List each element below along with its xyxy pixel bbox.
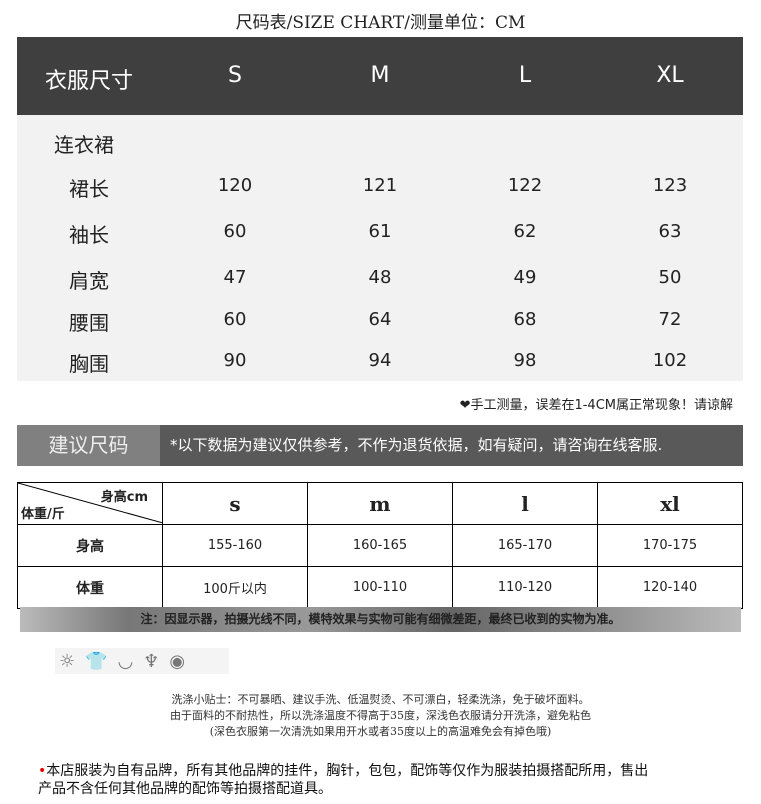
size-value: 90 <box>223 350 247 371</box>
corner-cell: 身高cm 体重/斤 <box>17 482 163 525</box>
size-value: 121 <box>362 175 398 196</box>
cell: 170-175 <box>597 524 743 567</box>
size-value: 50 <box>658 267 682 288</box>
care-tip: 由于面料的不耐热性，所以洗涤温度不得高于35度，深浅色衣服请分开洗涤，避免粘色 <box>170 709 591 722</box>
sun-icon: ☼ <box>59 650 76 672</box>
banner-text: *以下数据为建议仅供参考，不作为退货依据，如有疑问，请咨询在线客服. <box>160 425 743 466</box>
cell: 100-110 <box>307 566 453 609</box>
care-icons: ☼ 👕 ◡ ♆ ◉ <box>55 648 229 674</box>
size-value: 60 <box>223 309 247 330</box>
size-value: 102 <box>652 350 688 371</box>
size-value: 122 <box>507 175 543 196</box>
cell: 110-120 <box>452 566 598 609</box>
table-row: 身高 155-160 160-165 165-170 170-175 <box>17 524 743 567</box>
page-title: 尺码表/SIZE CHART/测量单位：CM <box>235 13 526 33</box>
cell: 160-165 <box>307 524 453 567</box>
suggest-table: 身高cm 体重/斤 s m l xl 身高 155-160 160-165 16… <box>17 482 743 609</box>
size-value: 68 <box>513 309 537 330</box>
size-chart-body: 连衣裙 裙长 120 121 122 123 袖长 60 61 62 63 肩宽 47 48 49 50 腰围… <box>17 115 743 381</box>
size-value: 47 <box>223 267 247 288</box>
size-value: 63 <box>658 221 682 242</box>
corner-bottom: 体重/斤 <box>21 507 65 522</box>
cell: 165-170 <box>452 524 598 567</box>
care-tip: (深色衣服第一次清洗如果用开水或者35度以上的高温难免会有掉色哦) <box>209 725 552 738</box>
header-l: L <box>518 63 532 88</box>
cell: 155-160 <box>162 524 308 567</box>
hand-wash-icon: ♆ <box>143 650 160 672</box>
cell: 120-140 <box>597 566 743 609</box>
size-value: 60 <box>223 221 247 242</box>
header-s: S <box>228 63 242 88</box>
size-m: m <box>307 482 453 525</box>
size-value: 72 <box>658 309 682 330</box>
size-value: 123 <box>652 175 688 196</box>
cell: 100斤以内 <box>162 566 308 609</box>
size-s: s <box>162 482 308 525</box>
banner-label: 建议尺码 <box>17 425 160 466</box>
header-xl: XL <box>656 63 684 88</box>
size-xl: xl <box>597 482 743 525</box>
category-label: 连衣裙 <box>54 133 114 157</box>
size-chart-header: 衣服尺寸 S M L XL <box>17 37 743 115</box>
row-label: 胸围 <box>69 352 109 376</box>
shirt-icon: 👕 <box>85 650 108 672</box>
bullet-icon: • <box>38 763 47 779</box>
size-value: 48 <box>368 267 392 288</box>
size-value: 64 <box>368 309 392 330</box>
row-label: 身高 <box>17 524 163 567</box>
row-label: 肩宽 <box>69 269 109 293</box>
iron-icon: ◉ <box>169 650 186 672</box>
row-label: 裙长 <box>69 177 109 201</box>
row-label: 袖长 <box>69 223 109 247</box>
measure-note: ❤手工测量，误差在1-4CM属正常现象！请谅解 <box>459 398 733 413</box>
table-row: 体重 100斤以内 100-110 110-120 120-140 <box>17 566 743 609</box>
header-label: 衣服尺寸 <box>44 69 134 94</box>
wash-30-icon: ◡ <box>117 650 134 672</box>
corner-top: 身高cm <box>100 490 148 505</box>
size-value: 61 <box>368 221 392 242</box>
size-l: l <box>452 482 598 525</box>
disclaimer-strip: 注：因显示器，拍摄光线不同，模特效果与实物可能有细微差距，最终已收到的实物为准。 <box>20 607 741 632</box>
care-tip: 洗涤小贴士：不可暴晒、建议手洗、低温熨烫、不可漂白，轻柔洗涤，免于破坏面料。 <box>171 693 590 706</box>
footer-text: 本店服装为自有品牌，所有其他品牌的挂件，胸针，包包，配饰等仅作为服装拍摄搭配所用… <box>46 763 649 779</box>
footer-line: •本店服装为自有品牌，所有其他品牌的挂件，胸针，包包，配饰等仅作为服装拍摄搭配所… <box>38 760 738 780</box>
row-label: 体重 <box>17 566 163 609</box>
size-value: 94 <box>368 350 392 371</box>
size-value: 98 <box>513 350 537 371</box>
header-m: M <box>370 63 390 88</box>
footer-line: 产品不含任何其他品牌的配饰等拍摄搭配道具。 <box>38 781 332 797</box>
size-value: 120 <box>217 175 253 196</box>
size-value: 62 <box>513 221 537 242</box>
row-label: 腰围 <box>69 311 109 335</box>
size-value: 49 <box>513 267 537 288</box>
